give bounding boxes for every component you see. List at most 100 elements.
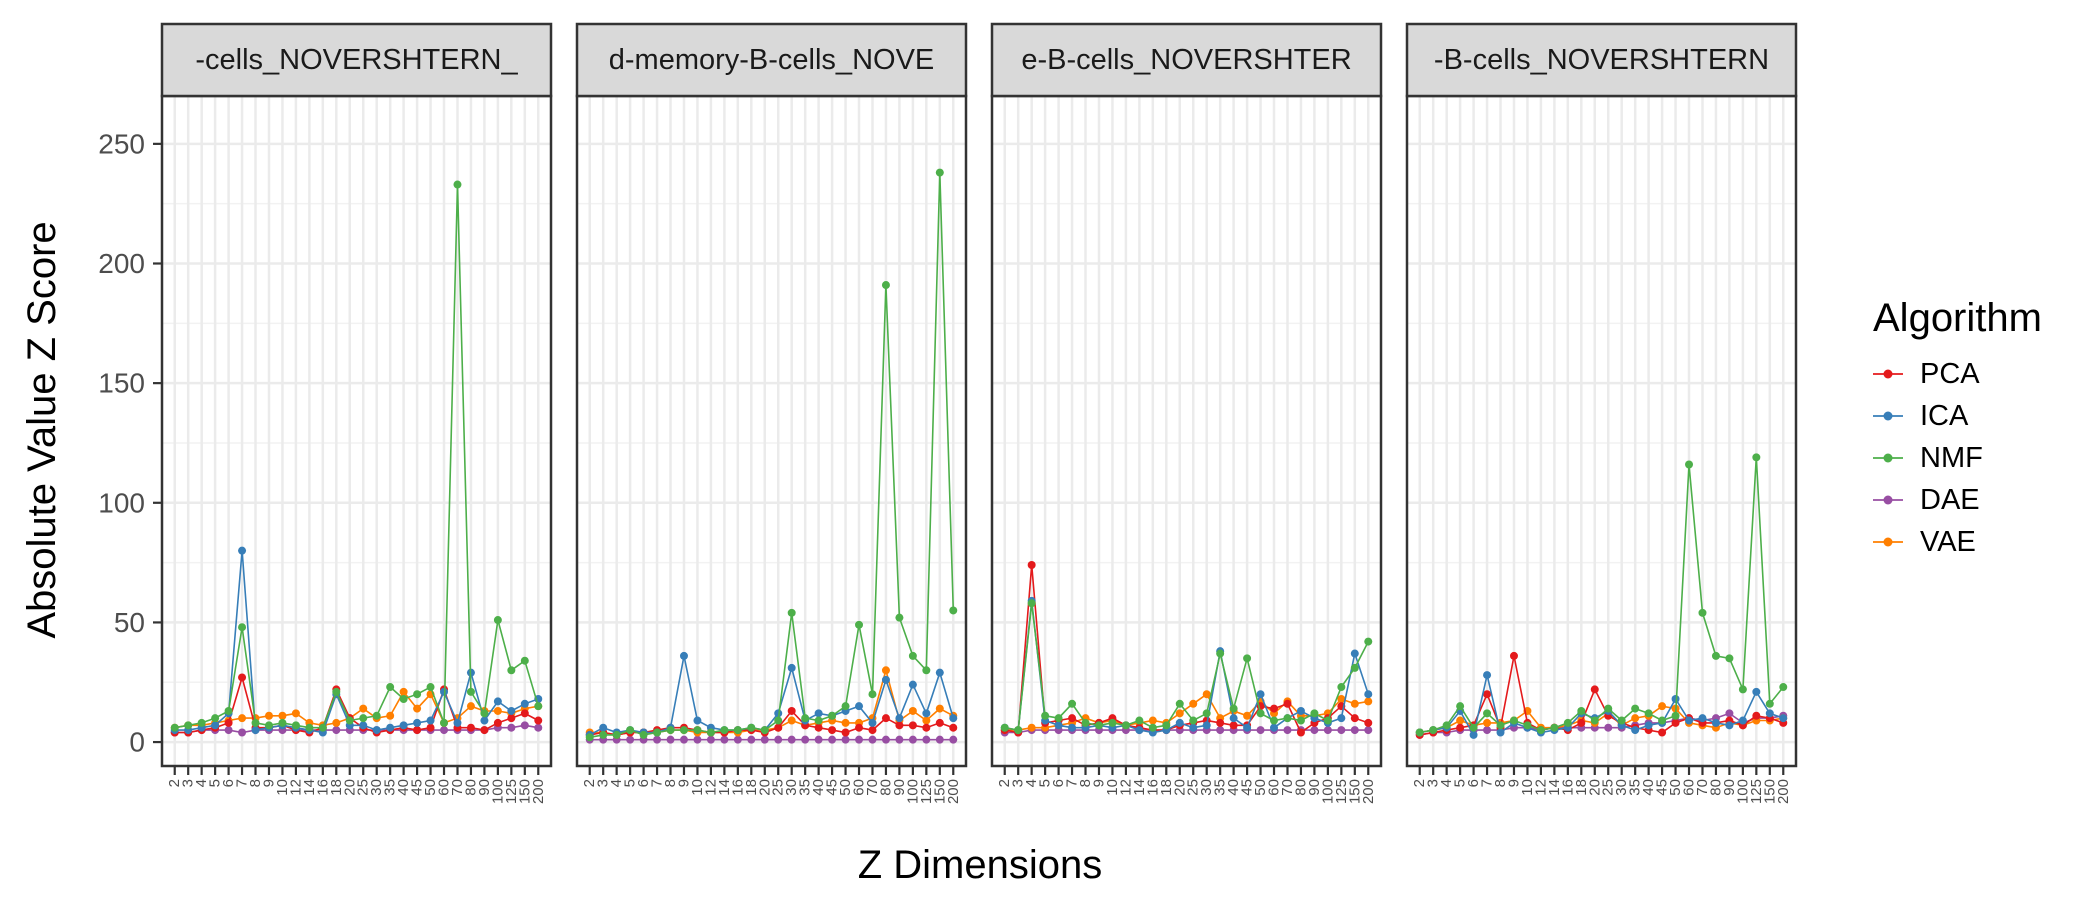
x-tick-label: 6 [1465,779,1482,787]
point-ica [1175,718,1184,727]
point-nmf [868,690,877,699]
point-ica [1711,718,1720,727]
x-tick-label: 90 [1721,779,1738,796]
x-tick-label: 45 [1239,779,1256,796]
point-nmf [1658,716,1667,725]
x-tick-label: 6 [220,779,237,787]
point-vae [908,706,917,715]
x-tick-label: 5 [622,779,639,787]
x-tick-label: 5 [1037,779,1054,787]
point-nmf [585,733,594,742]
y-tick-label: 100 [98,487,145,518]
point-pca [493,718,502,727]
point-dae [733,735,742,744]
point-nmf [774,716,783,725]
point-ica [1698,714,1707,723]
point-nmf [1068,699,1077,708]
point-nmf [881,281,890,290]
y-tick-label: 250 [98,128,145,159]
x-tick-label: 100 [904,779,921,804]
point-vae [841,718,850,727]
point-nmf [653,728,662,737]
x-tick-label: 100 [1734,779,1751,804]
point-dae [814,735,823,744]
point-nmf [1496,721,1505,730]
point-dae [1483,726,1492,735]
point-pca [426,723,435,732]
point-ica [1229,714,1238,723]
x-tick-label: 200 [1775,779,1792,804]
point-dae [440,726,449,735]
point-ica [935,668,944,677]
point-vae [1364,697,1373,706]
point-dae [332,726,341,735]
x-tick-label: 90 [891,779,908,796]
panel-background [577,96,966,766]
point-nmf [1310,709,1319,718]
point-pca [774,723,783,732]
point-vae [1175,709,1184,718]
point-vae [1483,718,1492,727]
point-vae [278,711,287,720]
x-tick-label: 10 [1519,779,1536,796]
point-vae [881,666,890,675]
point-dae [1364,726,1373,735]
point-pca [1270,704,1279,713]
x-tick-label: 12 [1117,779,1134,796]
point-nmf [626,726,635,735]
point-dae [801,735,810,744]
point-dae [828,735,837,744]
point-nmf [1027,599,1036,608]
x-tick-label: 40 [1225,779,1242,796]
point-dae [238,728,247,737]
x-tick-label: 150 [931,779,948,804]
x-tick-label: 150 [516,779,533,804]
series-line-nmf [1004,603,1370,732]
x-tick-label: 45 [824,779,841,796]
point-pca [881,714,890,723]
point-dae [1604,723,1613,732]
point-nmf [747,723,756,732]
x-tick-label: 18 [743,779,760,796]
point-ica [855,702,864,711]
facet-strip-label: -cells_NOVERSHTERN_ [195,44,518,76]
point-dae [787,735,796,744]
point-vae [359,704,368,713]
x-tick-label: 10 [1104,779,1121,796]
facet-panel: -B-cells_NOVERSHTERN23456789101214161820… [1405,22,1798,804]
point-nmf [1256,709,1265,718]
point-vae [493,706,502,715]
point-dae [1323,726,1332,735]
facet-panel: d-memory-B-cells_NOVE2345678910121416182… [575,22,968,804]
x-tick-label: 8 [662,779,679,787]
x-tick-label: 2 [581,779,598,787]
x-tick-label: 9 [1506,779,1523,787]
point-nmf [184,721,193,730]
point-nmf [399,695,408,703]
x-tick-label: 150 [1346,779,1363,804]
facet-strip-label: d-memory-B-cells_NOVE [609,44,935,76]
x-tick-label: 125 [1748,779,1765,804]
point-pca [413,726,422,735]
point-ica [1469,730,1478,739]
x-tick-label: 16 [729,779,746,796]
legend-key-point [1883,411,1893,421]
point-vae [1148,716,1157,725]
series-line-dae [1004,729,1369,734]
point-ica [520,699,529,708]
point-ica [881,675,890,684]
x-tick-label: 25 [355,779,372,796]
y-tick-label: 0 [129,727,145,758]
point-nmf [1456,702,1465,711]
point-ica [426,716,435,725]
x-tick-label: 60 [436,779,453,796]
point-nmf [345,716,354,725]
x-tick-label: 45 [1654,779,1671,796]
series-line-pca [1004,564,1369,734]
point-ica [1671,695,1680,703]
point-pca [1671,718,1680,727]
point-pca [507,714,516,723]
point-pca [520,709,529,718]
point-nmf [1108,718,1117,727]
point-nmf [935,168,944,177]
